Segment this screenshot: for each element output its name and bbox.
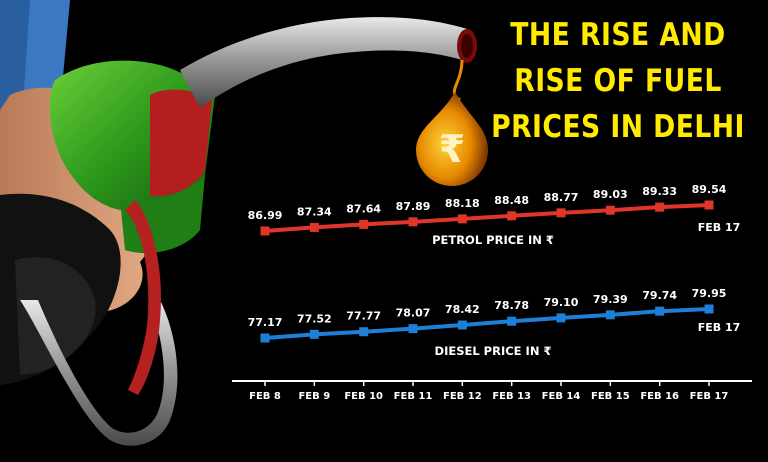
diesel-end-date-label: FEB 17 bbox=[698, 321, 741, 334]
x-axis-tick-label: FEB 9 bbox=[298, 391, 330, 402]
x-axis-tick-label: FEB 14 bbox=[542, 391, 581, 402]
petrol-point bbox=[359, 219, 369, 229]
headline-line-3: PRICES IN DELHI bbox=[491, 109, 745, 145]
diesel-value-label: 77.17 bbox=[248, 316, 283, 329]
rupee-drop-icon: ₹ bbox=[416, 59, 488, 186]
petrol-line bbox=[264, 203, 710, 233]
diesel-point bbox=[309, 329, 319, 339]
diesel-value-label: 78.78 bbox=[494, 299, 529, 312]
x-axis-tick-label: FEB 12 bbox=[443, 391, 482, 402]
petrol-series: 86.99 87.34 87.64 87.89 88.18 88.48 88.77 89.03… bbox=[248, 183, 741, 247]
x-axis-tick-label: FEB 11 bbox=[394, 391, 433, 402]
diesel-point bbox=[457, 320, 467, 330]
diesel-point bbox=[359, 327, 369, 337]
petrol-value-label: 88.48 bbox=[494, 194, 529, 207]
diesel-point bbox=[704, 304, 714, 314]
diesel-value-label: 79.95 bbox=[692, 287, 727, 300]
petrol-point bbox=[507, 211, 517, 221]
petrol-point bbox=[605, 205, 615, 215]
petrol-value-label: 89.03 bbox=[593, 188, 628, 201]
headline-line-1: THE RISE AND bbox=[510, 17, 726, 53]
petrol-point bbox=[655, 202, 665, 212]
diesel-point bbox=[556, 313, 566, 323]
diesel-value-label: 79.74 bbox=[642, 289, 677, 302]
petrol-point bbox=[704, 200, 714, 210]
diesel-value-label: 79.39 bbox=[593, 293, 628, 306]
rupee-symbol: ₹ bbox=[439, 127, 465, 171]
petrol-point bbox=[260, 226, 270, 236]
diesel-series-label: DIESEL PRICE IN ₹ bbox=[435, 344, 552, 358]
petrol-point bbox=[556, 208, 566, 218]
petrol-point bbox=[408, 217, 418, 227]
petrol-value-label: 87.89 bbox=[396, 200, 431, 213]
diesel-value-label: 77.52 bbox=[297, 312, 332, 325]
headline-line-2: RISE OF FUEL bbox=[514, 63, 722, 99]
diesel-value-label: 78.42 bbox=[445, 303, 480, 316]
x-axis: FEB 8 FEB 9 FEB 10 FEB 11 FEB 12 FEB 13 FEB 14… bbox=[232, 380, 752, 402]
headline: THE RISE AND RISE OF FUEL PRICES IN DELH… bbox=[470, 12, 766, 150]
diesel-point bbox=[605, 310, 615, 320]
diesel-series: 77.17 77.52 77.77 78.07 78.42 78.78 79.10 79.39… bbox=[248, 287, 741, 358]
diesel-point bbox=[408, 324, 418, 334]
diesel-line bbox=[264, 307, 710, 340]
petrol-value-label: 88.77 bbox=[544, 191, 579, 204]
x-axis-tick-label: FEB 15 bbox=[591, 391, 630, 402]
diesel-value-label: 79.10 bbox=[544, 296, 579, 309]
petrol-value-label: 89.54 bbox=[692, 183, 727, 196]
petrol-value-label: 89.33 bbox=[642, 185, 677, 198]
nozzle-handle bbox=[0, 193, 121, 385]
petrol-end-date-label: FEB 17 bbox=[698, 221, 741, 234]
petrol-value-label: 86.99 bbox=[248, 209, 283, 222]
petrol-point bbox=[457, 214, 467, 224]
x-axis-tick-label: FEB 13 bbox=[492, 391, 531, 402]
petrol-value-label: 87.64 bbox=[346, 202, 381, 215]
petrol-point bbox=[309, 222, 319, 232]
diesel-value-label: 78.07 bbox=[396, 307, 431, 320]
nozzle-body bbox=[49, 60, 215, 395]
nozzle-spout bbox=[180, 17, 477, 108]
x-axis-tick-label: FEB 17 bbox=[690, 391, 729, 402]
petrol-value-label: 88.18 bbox=[445, 197, 480, 210]
diesel-point bbox=[260, 333, 270, 343]
trigger-guard bbox=[20, 300, 178, 446]
diesel-point bbox=[655, 306, 665, 316]
diesel-value-label: 77.77 bbox=[346, 310, 381, 323]
diesel-point bbox=[507, 316, 517, 326]
petrol-value-label: 87.34 bbox=[297, 205, 332, 218]
x-axis-tick-label: FEB 16 bbox=[640, 391, 679, 402]
x-axis-tick-label: FEB 10 bbox=[344, 391, 383, 402]
petrol-series-label: PETROL PRICE IN ₹ bbox=[432, 233, 554, 247]
x-axis-tick-label: FEB 8 bbox=[249, 391, 281, 402]
